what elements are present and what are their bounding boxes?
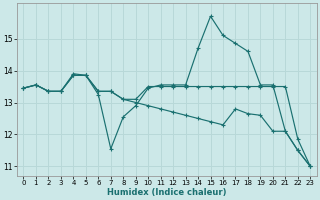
X-axis label: Humidex (Indice chaleur): Humidex (Indice chaleur) xyxy=(107,188,227,197)
